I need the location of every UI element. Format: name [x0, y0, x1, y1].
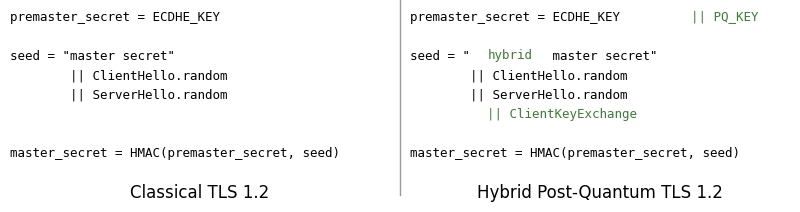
Text: Hybrid Post-Quantum TLS 1.2: Hybrid Post-Quantum TLS 1.2 [477, 184, 723, 202]
Text: || ClientHello.random: || ClientHello.random [10, 69, 227, 82]
Text: Classical TLS 1.2: Classical TLS 1.2 [130, 184, 270, 202]
Text: master secret": master secret" [546, 49, 658, 63]
Text: seed = ": seed = " [410, 49, 470, 63]
Text: || PQ_KEY: || PQ_KEY [690, 11, 758, 24]
Text: || ServerHello.random: || ServerHello.random [410, 88, 627, 102]
Text: premaster_secret = ECDHE_KEY: premaster_secret = ECDHE_KEY [410, 11, 627, 24]
Text: hybrid: hybrid [487, 49, 533, 63]
Text: premaster_secret = ECDHE_KEY: premaster_secret = ECDHE_KEY [10, 11, 220, 24]
Text: seed = "master secret": seed = "master secret" [10, 49, 175, 63]
Text: || ServerHello.random: || ServerHello.random [10, 88, 227, 102]
Text: || ClientKeyExchange: || ClientKeyExchange [487, 108, 638, 121]
Text: || ClientHello.random: || ClientHello.random [410, 69, 627, 82]
Text: master_secret = HMAC(premaster_secret, seed): master_secret = HMAC(premaster_secret, s… [410, 147, 740, 160]
Text: master_secret = HMAC(premaster_secret, seed): master_secret = HMAC(premaster_secret, s… [10, 147, 340, 160]
